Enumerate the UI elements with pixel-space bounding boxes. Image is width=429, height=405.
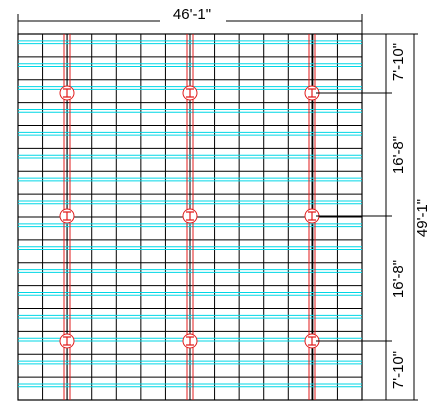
bay-upper-mid-label: 16'-8" — [390, 136, 407, 174]
column-wide-flange-icon — [182, 208, 198, 224]
overall-height-label: 49'-1" — [414, 199, 429, 237]
right-dimensions: 7'-10" 16'-8" 16'-8" 7'-10" 49'-1" — [316, 33, 429, 401]
column-wide-flange-icon — [59, 333, 75, 349]
columns — [59, 85, 320, 349]
column-wide-flange-icon — [182, 333, 198, 349]
bay-lower-mid-label: 16'-8" — [390, 260, 407, 298]
column-wide-flange-icon — [59, 208, 75, 224]
column-wide-flange-icon — [304, 85, 320, 101]
overall-width-label: 46'-1" — [173, 6, 211, 23]
column-wide-flange-icon — [59, 85, 75, 101]
top-dimension: 46'-1" — [17, 4, 363, 34]
column-wide-flange-icon — [182, 85, 198, 101]
bay-bottom-label: 7'-10" — [390, 351, 407, 389]
bay-top-label: 7'-10" — [390, 43, 407, 81]
